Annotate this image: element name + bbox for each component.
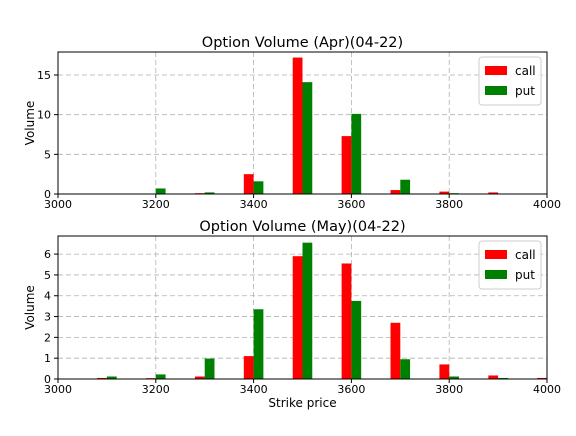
bar: [302, 242, 313, 379]
legend-label: put: [515, 84, 535, 98]
bar: [155, 374, 166, 379]
bar: [498, 377, 508, 379]
bar: [243, 174, 254, 194]
x-tick-label: 3200: [142, 198, 170, 211]
x-tick-label: 4000: [533, 198, 561, 211]
legend-swatch: [485, 270, 507, 279]
bar: [243, 356, 254, 379]
bar: [204, 358, 215, 379]
bar: [400, 359, 411, 379]
plot-area: Option Volume (May)(04-22)3000 3200 3400 36…: [23, 219, 561, 410]
y-tick-label: 4: [44, 290, 51, 303]
bar: [253, 309, 264, 379]
x-tick-label: 3400: [240, 383, 268, 396]
bar: [302, 82, 313, 194]
bar: [439, 191, 450, 194]
bar: [449, 376, 459, 379]
chart-title: Option Volume (Apr)(04-22): [202, 35, 403, 51]
x-tick-label: 3400: [240, 198, 268, 211]
plot-area: Option Volume (Apr)(04-22) 3000 3200 3400 36…: [23, 35, 561, 211]
legend: call put: [478, 240, 542, 290]
y-tick-label: 0: [44, 373, 51, 386]
axes-frame: [57, 235, 548, 380]
bar: [390, 190, 401, 194]
bar: [97, 377, 107, 379]
bar: [351, 300, 362, 379]
bar: [106, 376, 117, 379]
bar: [537, 377, 547, 379]
bar: [292, 256, 303, 379]
bar: [341, 136, 352, 194]
x-tick-label: 3000: [44, 198, 72, 211]
x-tick-label: 3600: [337, 383, 365, 396]
bar: [341, 263, 352, 379]
bar: [488, 192, 499, 194]
bar: [400, 179, 411, 194]
bar: [194, 376, 205, 379]
y-tick-label: 6: [44, 248, 51, 261]
axes-frame: [57, 51, 548, 195]
y-tick-label: 1: [44, 352, 51, 365]
bar: [390, 322, 401, 379]
legend-swatch: [485, 66, 507, 75]
x-tick-label: 3200: [142, 383, 170, 396]
y-tick-label: 5: [44, 148, 51, 161]
y-tick-label: 2: [44, 331, 51, 344]
y-tick-label: 15: [37, 69, 51, 82]
x-tick-label: 4000: [533, 383, 561, 396]
x-tick-label: 3600: [337, 198, 365, 211]
bar: [292, 57, 303, 195]
bar: [351, 113, 362, 194]
legend-label: put: [515, 268, 535, 282]
y-axis-label: Volume: [23, 285, 37, 330]
legend-label: call: [515, 64, 536, 78]
y-tick-label: 5: [44, 269, 51, 282]
y-tick-label: 3: [44, 311, 51, 324]
bar: [439, 364, 450, 379]
bar: [155, 188, 166, 194]
x-tick-label: 3800: [435, 198, 463, 211]
bar: [253, 181, 264, 194]
x-tick-label: 3000: [44, 383, 72, 396]
y-axis-label: Volume: [23, 101, 37, 146]
bar: [204, 192, 215, 194]
chart-title: Option Volume (May)(04-22): [199, 219, 405, 235]
bar: [488, 375, 499, 379]
x-axis-label: Strike price: [268, 396, 336, 410]
y-tick-label: 10: [37, 109, 51, 122]
legend-swatch: [485, 86, 507, 95]
legend-swatch: [485, 250, 507, 259]
legend: call put: [478, 56, 542, 106]
y-tick-label: 0: [44, 188, 51, 201]
legend-label: call: [515, 248, 536, 262]
x-tick-label: 3800: [435, 383, 463, 396]
